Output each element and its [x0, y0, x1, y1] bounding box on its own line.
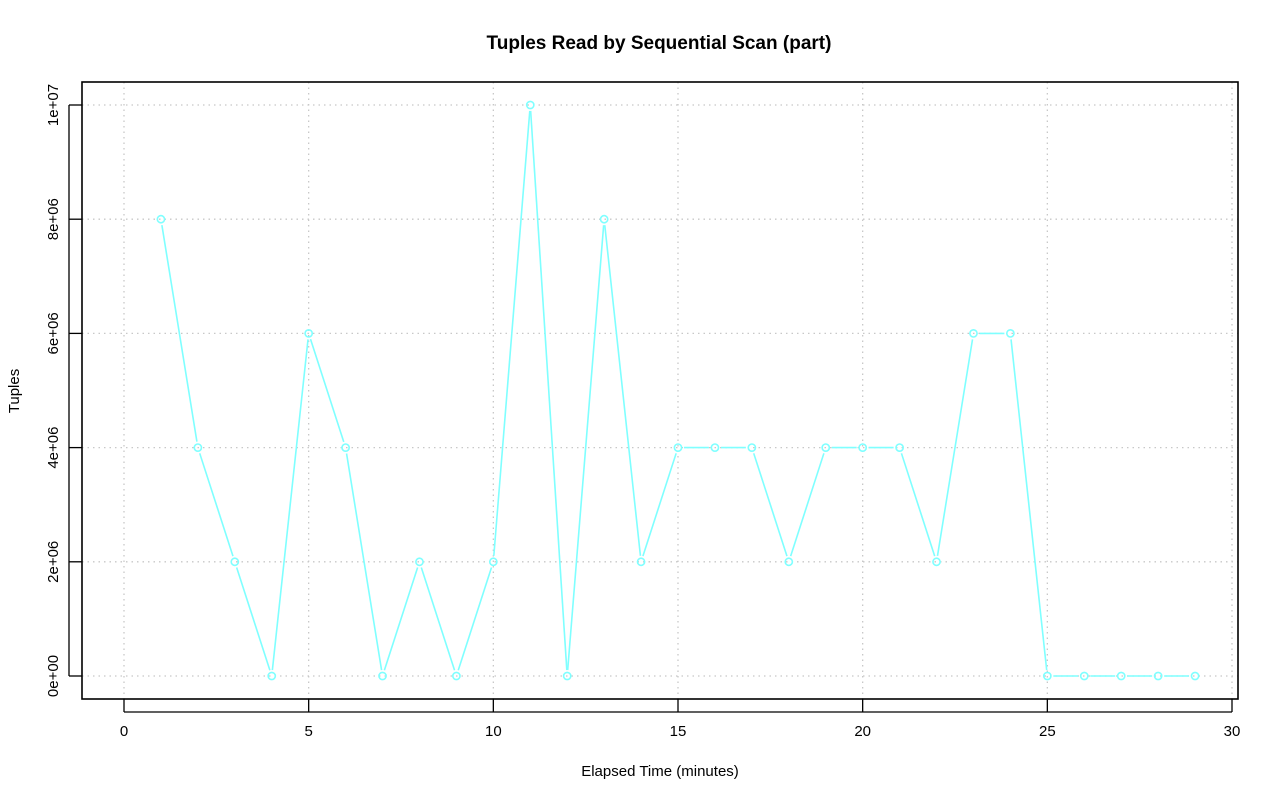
- data-point: [267, 671, 277, 681]
- series-line-segment: [235, 567, 271, 671]
- data-point: [1116, 671, 1126, 681]
- data-point: [193, 443, 203, 452]
- data-point: [562, 671, 572, 681]
- y-tick-label: 2e+06: [45, 541, 62, 583]
- data-point: [895, 443, 904, 452]
- y-tick-label: 0e+00: [45, 655, 62, 697]
- x-tick-label: 0: [120, 723, 128, 740]
- y-axis-label: Tuples: [6, 369, 23, 413]
- data-point: [304, 328, 314, 338]
- series-line-segment: [900, 453, 936, 557]
- data-point: [415, 557, 424, 567]
- series-line-segment: [383, 567, 419, 671]
- grid: [82, 82, 1238, 699]
- series-layer: [156, 100, 1200, 681]
- data-point: [673, 443, 683, 452]
- data-point: [1042, 671, 1052, 681]
- x-tick-label: 20: [854, 723, 871, 740]
- data-point: [784, 557, 794, 567]
- series-line-segment: [420, 567, 456, 671]
- data-point: [710, 443, 720, 452]
- data-point: [969, 328, 978, 338]
- y-tick-label: 8e+06: [45, 198, 62, 240]
- data-point: [451, 671, 461, 681]
- series-line-segment: [603, 225, 642, 556]
- plot-frame: [81, 81, 1239, 700]
- data-point: [821, 443, 831, 452]
- series-line-segment: [752, 453, 788, 557]
- series-line-segment: [493, 110, 531, 556]
- data-point: [1079, 671, 1089, 681]
- x-tick-label: 5: [304, 723, 312, 740]
- x-tick-label: 10: [485, 723, 502, 740]
- data-point: [599, 214, 609, 224]
- data-point: [1190, 671, 1200, 681]
- x-axis: 0 5 10 15 20 25 30: [120, 699, 1241, 740]
- series-line-segment: [457, 567, 493, 671]
- chart-title: Tuples Read by Sequential Scan (part): [487, 33, 832, 54]
- series-line-segment: [789, 453, 825, 557]
- series-line-segment: [642, 453, 677, 557]
- y-axis: 0e+00 2e+06 4e+06 6e+06 8e+06 1e+07: [45, 84, 82, 697]
- y-tick-label: 1e+07: [45, 84, 62, 126]
- series-line-segment: [271, 339, 309, 671]
- series-line-segment: [1010, 339, 1048, 671]
- x-tick-label: 15: [670, 723, 687, 740]
- data-point: [1006, 328, 1015, 338]
- data-point: [747, 443, 757, 452]
- series-line-segment: [936, 339, 974, 557]
- data-point: [378, 671, 387, 681]
- series-line-segment: [309, 338, 345, 443]
- x-tick-label: 25: [1039, 723, 1056, 740]
- series-line-segment: [566, 225, 605, 671]
- series-line-segment: [529, 110, 568, 671]
- series-line-segment: [345, 453, 383, 671]
- data-point: [636, 557, 646, 567]
- series-line-segment: [198, 453, 234, 557]
- data-point: [932, 557, 941, 567]
- data-point: [1153, 671, 1163, 681]
- y-tick-label: 6e+06: [45, 312, 62, 354]
- series-line-segment: [161, 224, 198, 442]
- data-point: [858, 443, 868, 452]
- y-tick-label: 4e+06: [45, 427, 62, 469]
- data-point: [341, 443, 350, 452]
- x-tick-label: 30: [1224, 723, 1241, 740]
- x-axis-label: Elapsed Time (minutes): [581, 763, 739, 780]
- data-point: [488, 557, 498, 567]
- data-point: [525, 100, 535, 110]
- data-point: [230, 557, 240, 567]
- data-point: [156, 214, 166, 224]
